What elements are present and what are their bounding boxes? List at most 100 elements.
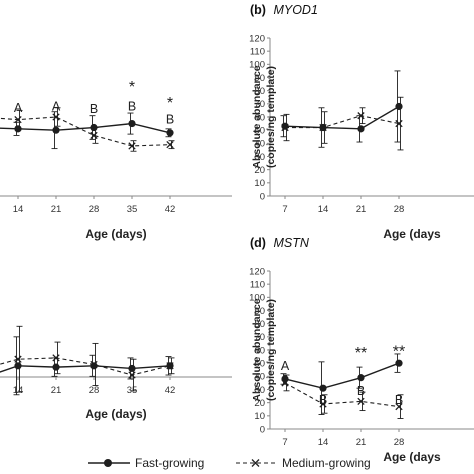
panel-b-fast-growing-point-7 — [281, 122, 289, 130]
panel-d-x-tick-14: 14 — [318, 437, 329, 448]
panel-b-y-tick-100: 100 — [249, 60, 265, 71]
panel-c-medium-growing-line — [0, 357, 171, 376]
panel-d-title: (d) MSTN — [250, 236, 310, 250]
panel-b-medium-growing-point-28 — [395, 119, 403, 128]
panel-a-medium-growing-point-21 — [52, 113, 60, 121]
panel-d-y-tick-0: 0 — [260, 424, 265, 435]
panel-b-y-axis-label-line2: (copies/ng template) — [265, 66, 277, 168]
panel-a-x-tick-35: 35 — [127, 204, 138, 215]
panel-d-medium-growing-point-21 — [357, 397, 365, 406]
panel-b-title: (b) MYOD1 — [250, 3, 318, 17]
panel-b-y-tick-110: 110 — [250, 46, 265, 57]
panel-b-medium-growing-line — [285, 115, 400, 129]
panel-a-medium-growing-point-42 — [166, 140, 174, 149]
panel-d-x-tick-7: 7 — [282, 437, 287, 448]
panel-b-y-tick-40: 40 — [254, 139, 265, 150]
panel-b-medium-growing-point-7 — [281, 123, 289, 132]
panel-c-x-tick-42: 42 — [165, 385, 176, 396]
panel-d-medium-growing-point-7 — [281, 379, 289, 387]
panel-d-medium-growing-point-7-stroke2 — [281, 379, 289, 387]
panel-d-y-tick-10: 10 — [254, 411, 265, 422]
panel-d-y-axis-label-line1: Absolute abundance — [251, 298, 263, 401]
panel-a: Age (days) 14 21 28 35 42A A B B*B* — [0, 79, 232, 241]
panel-d-medium-growing-point-21-stroke2 — [357, 397, 365, 406]
panel-d-fast-growing-point-28 — [395, 359, 403, 367]
panel-d-y-tick-40: 40 — [254, 372, 265, 383]
panel-c-medium-growing-point-21-stroke2 — [52, 354, 60, 362]
panel-a-fast-growing-point-42 — [166, 129, 174, 137]
panel-d-annotation-5: ** — [393, 344, 405, 361]
panel-a-medium-growing-line — [0, 116, 171, 147]
panel-d-fast-growing-line — [284, 362, 400, 389]
panel-a-annotation-3: B — [128, 99, 136, 113]
panel-b-y-tick-30: 30 — [254, 152, 265, 163]
panel-b-y-tick-120: 120 — [249, 33, 265, 44]
panel-b-fast-growing-point-21 — [357, 125, 365, 133]
panel-b-x-axis-label: Age (days — [383, 227, 441, 241]
panel-c: Age (days) 14 21 28 35 42 — [0, 325, 232, 421]
panel-d-y-tick-60: 60 — [254, 345, 265, 356]
legend-medium-growing-label: Medium-growing — [282, 456, 371, 470]
panel-c-medium-growing-point-35-stroke2 — [128, 371, 136, 379]
panel-d-fast-growing-point-14 — [319, 384, 327, 392]
panel-b-title-gene: MYOD1 — [273, 3, 317, 17]
panel-b-medium-growing-point-14-stroke2 — [319, 123, 327, 132]
legend: Fast-growing Medium-growing — [88, 456, 371, 470]
panel-d-fast-growing-point-7 — [281, 375, 289, 383]
panel-d-y-tick-30: 30 — [254, 385, 265, 396]
panel-a-annotation-6: * — [167, 95, 173, 112]
panel-c-medium-growing-point-28 — [90, 360, 98, 369]
panel-c-fast-growing-point-35 — [128, 364, 136, 373]
panel-d-y-tick-100: 100 — [249, 293, 265, 304]
panel-b-y-tick-90: 90 — [254, 73, 265, 84]
panel-c-fast-growing-point-21 — [52, 363, 60, 371]
panel-c-medium-growing-point-14 — [14, 355, 22, 363]
panel-b-fast-growing-line — [284, 105, 400, 130]
panel-a-medium-growing-point-28 — [90, 131, 98, 140]
panel-b-y-tick-80: 80 — [254, 86, 265, 97]
panel-b-medium-growing-point-7-stroke2 — [281, 123, 289, 132]
panel-d-x-tick-28: 28 — [394, 437, 405, 448]
panel-c-x-tick-21: 21 — [51, 385, 62, 396]
panel-b-y-tick-10: 10 — [254, 178, 265, 189]
panel-a-fast-growing-point-35 — [128, 119, 136, 128]
panel-c-x-tick-14: 14 — [13, 385, 24, 396]
panel-b-y-axis-label-line1: Absolute abundance — [251, 65, 263, 168]
panel-d-y-tick-80: 80 — [254, 319, 265, 330]
panel-d-y-tick-90: 90 — [254, 306, 265, 317]
panel-d-medium-growing-point-28 — [395, 402, 403, 411]
panel-d-fast-growing-point-21 — [357, 374, 365, 382]
panel-d-medium-growing-point-28-stroke2 — [395, 402, 403, 411]
panel-c-medium-growing-point-42-stroke2 — [166, 362, 174, 370]
panel-b-title-letter: (b) — [250, 3, 266, 17]
panel-a-x-tick-21: 21 — [51, 204, 62, 215]
panel-b-y-tick-20: 20 — [254, 165, 265, 176]
panel-d-y-tick-110: 110 — [250, 279, 265, 290]
panel-a-x-tick-28: 28 — [89, 204, 100, 215]
panel-b-x-tick-14: 14 — [318, 204, 329, 215]
panel-d-x-axis-label: Age (days — [383, 450, 441, 464]
panel-a-medium-growing-point-14-stroke2 — [14, 115, 22, 124]
panel-a-medium-growing-point-35-stroke2 — [128, 142, 136, 150]
panel-c-fast-growing-line — [0, 365, 171, 373]
panel-b-y-tick-60: 60 — [254, 112, 265, 123]
panel-a-medium-growing-point-21-stroke2 — [52, 113, 60, 121]
panel-d: (d) MSTN Absolute abundance (copies/ng t… — [249, 236, 474, 464]
panel-d-title-gene: MSTN — [273, 236, 309, 250]
panel-d-annotation-0: A — [281, 359, 290, 373]
panel-d-medium-growing-line — [284, 382, 400, 408]
panel-a-annotation-0: A — [14, 101, 23, 115]
panel-a-medium-growing-point-35 — [128, 142, 136, 150]
legend-fast-growing-marker — [104, 459, 112, 467]
legend-fast-growing-label: Fast-growing — [135, 456, 204, 470]
panel-d-y-tick-20: 20 — [254, 398, 265, 409]
panel-d-medium-growing-point-14 — [319, 400, 327, 408]
panel-a-medium-growing-point-42-stroke2 — [166, 140, 174, 149]
panel-d-annotation-1: B — [319, 393, 327, 407]
panel-c-medium-growing-point-21 — [52, 354, 60, 362]
panel-d-annotation-4: B — [395, 393, 403, 407]
panel-a-fast-growing-point-21 — [52, 126, 60, 134]
panel-b: (b) MYOD1 Absolute abundance (copies/ng … — [249, 3, 474, 241]
panel-a-x-axis-label: Age (days) — [85, 227, 146, 241]
